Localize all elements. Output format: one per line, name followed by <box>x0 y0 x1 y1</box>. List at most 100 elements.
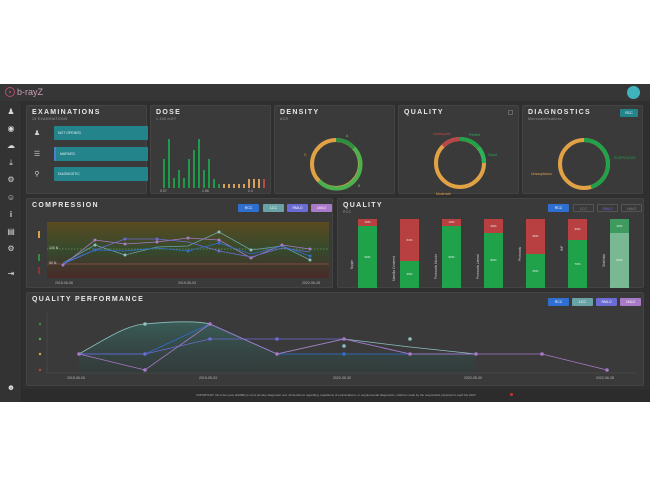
bar-green-segment: 90% <box>442 226 461 288</box>
bar-green-segment: 39% <box>400 261 419 288</box>
compression-chart <box>38 222 329 278</box>
quality-donut-panel: QUALITY Inadequate Perfect Good Moderate <box>398 105 519 196</box>
panel-subtitle: Microcalcifications <box>528 117 563 121</box>
lcc-button[interactable]: LCC <box>263 204 284 212</box>
logo-icon <box>5 87 15 97</box>
diagnostic-button[interactable]: DIAGNOSTIC <box>54 167 148 181</box>
quality-bars-panel: QUALITY RCC RCC LCC RMLO LMLO 10% 90% Ni… <box>337 198 644 288</box>
users-icon[interactable]: ♟ <box>7 107 15 116</box>
lmlo-button[interactable]: LMLO <box>621 204 642 212</box>
bar-green-segment: 70% <box>568 240 587 288</box>
x-tick: 2022-05-30 <box>464 376 482 380</box>
density-label-c: C <box>304 153 307 157</box>
y-label-100n: 100 N <box>49 246 59 250</box>
bar-label: Nipple <box>350 259 354 269</box>
x-tick: 0.07 <box>160 189 167 193</box>
quality-bar-skinfolds[interactable]: 20% 80% <box>610 219 629 288</box>
bar-label: Skinfolds <box>602 254 606 267</box>
panel-title: QUALITY PERFORMANCE <box>32 296 145 303</box>
download-icon[interactable]: ⤓ <box>9 158 13 167</box>
settings-icon[interactable]: ⚙ <box>7 244 15 253</box>
rcc-button[interactable]: RCC <box>620 109 638 117</box>
user-icon[interactable]: ☻ <box>6 383 16 392</box>
exam-row-diagnostic[interactable]: ⚲ DIAGNOSTIC <box>32 167 148 181</box>
exam-row-marked[interactable]: ☰ MARKED <box>32 147 148 161</box>
quality-donut <box>434 136 487 189</box>
bar-red-segment: 20% <box>484 219 503 233</box>
bar-label: Pectoralis Muscle <box>434 254 438 279</box>
bar-green-segment: 50% <box>526 254 545 288</box>
bar-label: Pectoralis <box>518 247 522 261</box>
panel-title: COMPRESSION <box>32 202 99 209</box>
support-icon[interactable]: ☺ <box>6 193 16 202</box>
rmlo-button[interactable]: RMLO <box>596 298 617 306</box>
robot-icon[interactable]: ◉ <box>7 124 15 133</box>
y-label-50n: 50 N <box>49 261 57 265</box>
panel-title: QUALITY <box>404 109 444 116</box>
user-avatar[interactable] <box>627 86 640 99</box>
logo-text: b-rayZ <box>17 87 44 97</box>
label-suspicious: SUSPICIOUS <box>614 156 636 160</box>
panel-title: EXAMINATIONS <box>32 109 101 116</box>
lmlo-button[interactable]: LMLO <box>620 298 641 306</box>
quality-bar-imf[interactable]: 30% 70% <box>568 219 587 288</box>
density-label-a: A <box>346 134 349 138</box>
rmlo-button[interactable]: RMLO <box>287 204 308 212</box>
panel-title: DIAGNOSTICS <box>528 109 591 116</box>
quality-bar-mamilla[interactable]: 61% 39% <box>400 219 419 288</box>
list-icon: ☰ <box>33 151 41 158</box>
panel-title: DENSITY <box>280 109 320 116</box>
logout-icon[interactable]: ⇥ <box>7 269 15 278</box>
bar-label: IMF <box>560 245 564 252</box>
bar-red-segment: 10% <box>358 219 377 226</box>
not-opened-button[interactable]: NOT OPENED <box>54 126 148 140</box>
label-moderate: Moderate <box>436 192 451 196</box>
notification-dot-icon[interactable] <box>510 393 513 396</box>
marked-button[interactable]: MARKED <box>54 147 148 161</box>
label-unsuspicious: Unsuspicious <box>531 172 552 176</box>
quality-performance-chart <box>38 313 637 374</box>
dose-histogram <box>163 139 265 188</box>
bar-bottom-segment: 80% <box>610 233 629 288</box>
bar-label: Pectoralis Lateral <box>476 254 480 279</box>
info-icon[interactable]: i <box>9 210 13 219</box>
rcc-button[interactable]: RCC <box>238 204 259 212</box>
rcc-button[interactable]: RCC <box>548 298 569 306</box>
x-tick: 2019-05-03 <box>178 281 196 285</box>
lcc-button[interactable]: LCC <box>573 204 594 212</box>
density-panel: DENSITY ACR C A B <box>274 105 395 194</box>
x-tick: 2022-05-30 <box>333 376 351 380</box>
x-tick: 2015-06-06 <box>67 376 85 380</box>
group-icon: ♟ <box>33 130 41 137</box>
label-inadequate: Inadequate <box>433 132 451 136</box>
diagnostics-donut <box>558 137 611 190</box>
label-good: Good <box>488 153 497 157</box>
id-card-icon[interactable]: ▤ <box>7 227 15 236</box>
cloud-upload-icon[interactable]: ☁ <box>7 141 15 150</box>
lmlo-button[interactable]: LMLO <box>311 204 332 212</box>
rmlo-button[interactable]: RMLO <box>597 204 618 212</box>
quality-bar-pectoralis[interactable]: 50% 50% <box>526 219 545 288</box>
quality-bar-pectoralis-muscle[interactable]: 10% 90% <box>442 219 461 288</box>
bar-top-segment: 20% <box>610 219 629 233</box>
density-donut <box>310 137 363 191</box>
rcc-button[interactable]: RCC <box>548 204 569 212</box>
x-tick: 2022-06-28 <box>596 376 614 380</box>
gear-icon[interactable]: ⚙ <box>7 175 15 184</box>
exam-row-not-opened[interactable]: ♟ NOT OPENED <box>32 126 148 140</box>
quality-bar-pectoralis-lateral[interactable]: 20% 80% <box>484 219 503 288</box>
bar-red-segment: 10% <box>442 219 461 226</box>
lcc-button[interactable]: LCC <box>572 298 593 306</box>
logo[interactable]: b-rayZ <box>5 87 43 97</box>
quality-bar-nipple[interactable]: 10% 90% <box>358 219 377 288</box>
search-icon: ⚲ <box>34 171 40 178</box>
bar-red-segment: 61% <box>400 219 419 261</box>
x-tick: 1.56 <box>202 189 209 193</box>
bar-green-segment: 80% <box>484 233 503 288</box>
disclaimer-footer: IMPORTANT: the b-box plus (DAME) is not … <box>22 389 650 402</box>
expand-icon[interactable] <box>508 110 513 115</box>
disclaimer-text: IMPORTANT: the b-box plus (DAME) is not … <box>196 393 476 397</box>
panel-subtitle: RCC <box>343 210 352 214</box>
bar-green-segment: 90% <box>358 226 377 288</box>
bar-label: Mamilla Centered <box>392 256 396 281</box>
